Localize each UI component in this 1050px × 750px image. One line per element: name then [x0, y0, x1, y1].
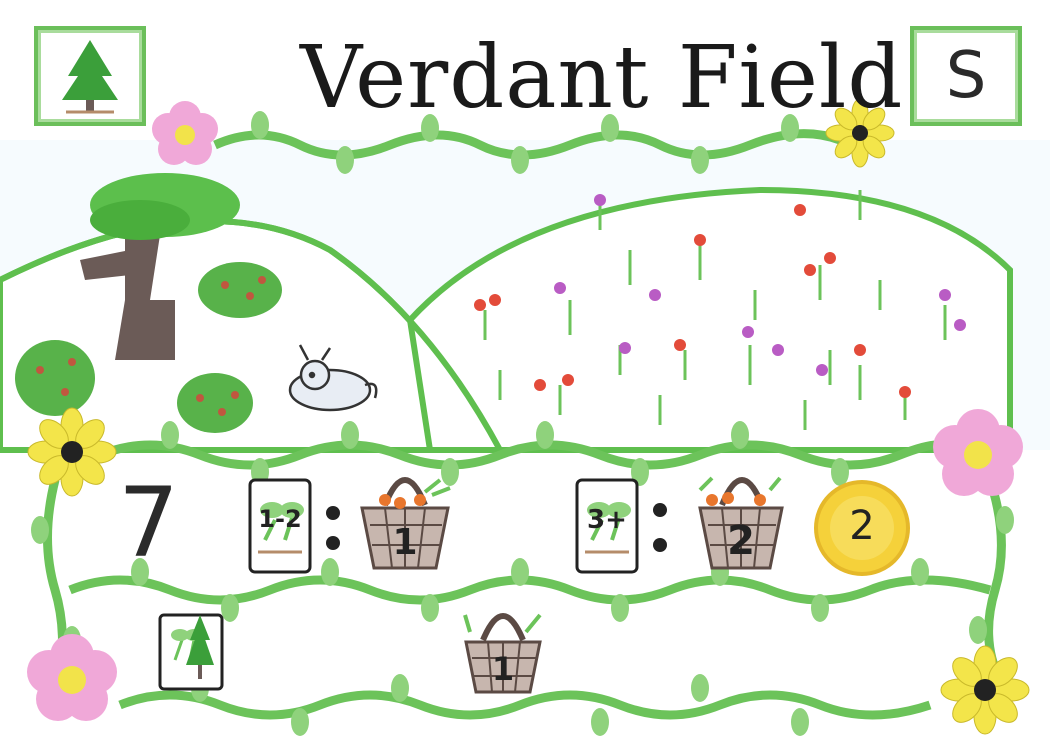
pink-flower-icon: [27, 634, 117, 721]
coin-value: 2: [849, 503, 875, 549]
rule-range-label: 3+: [587, 505, 627, 535]
basket-icon: [698, 476, 784, 570]
corner-type-box: [34, 26, 146, 126]
sprout-card-icon: [248, 478, 312, 574]
bush-icon: [198, 262, 282, 318]
corner-value: S: [945, 39, 987, 113]
vine-row-3: [118, 690, 932, 720]
yellow-flower-icon: [825, 98, 895, 168]
coin-icon: [814, 480, 910, 576]
ratio-colon: [326, 503, 667, 552]
basket-value: 2: [727, 518, 755, 564]
pink-flower-icon: [152, 101, 218, 165]
meadow-flowers: [474, 190, 966, 430]
card-title: Verdant Field: [300, 28, 904, 128]
rule-range-label: 1-2: [258, 505, 302, 533]
pine-tree-icon: [62, 40, 118, 114]
basket-value: 1: [392, 522, 418, 563]
bush-icon: [177, 373, 253, 433]
corner-value-box: S: [910, 26, 1022, 126]
tree-icon: [80, 173, 240, 360]
bush-icon: [15, 340, 95, 416]
sprout-card-icon: [575, 478, 639, 574]
sprout-and-tree-card-icon: [158, 613, 224, 691]
basket-icon: [463, 613, 542, 694]
rabbit-icon: [288, 344, 378, 412]
vine-row-2: [68, 575, 992, 605]
basket-icon: [360, 477, 451, 570]
big-number: 7: [118, 467, 180, 579]
pink-flower-icon: [933, 409, 1023, 496]
yellow-flower-icon: [940, 645, 1030, 735]
basket-value: 1: [491, 650, 515, 688]
yellow-flower-icon: [27, 407, 117, 497]
